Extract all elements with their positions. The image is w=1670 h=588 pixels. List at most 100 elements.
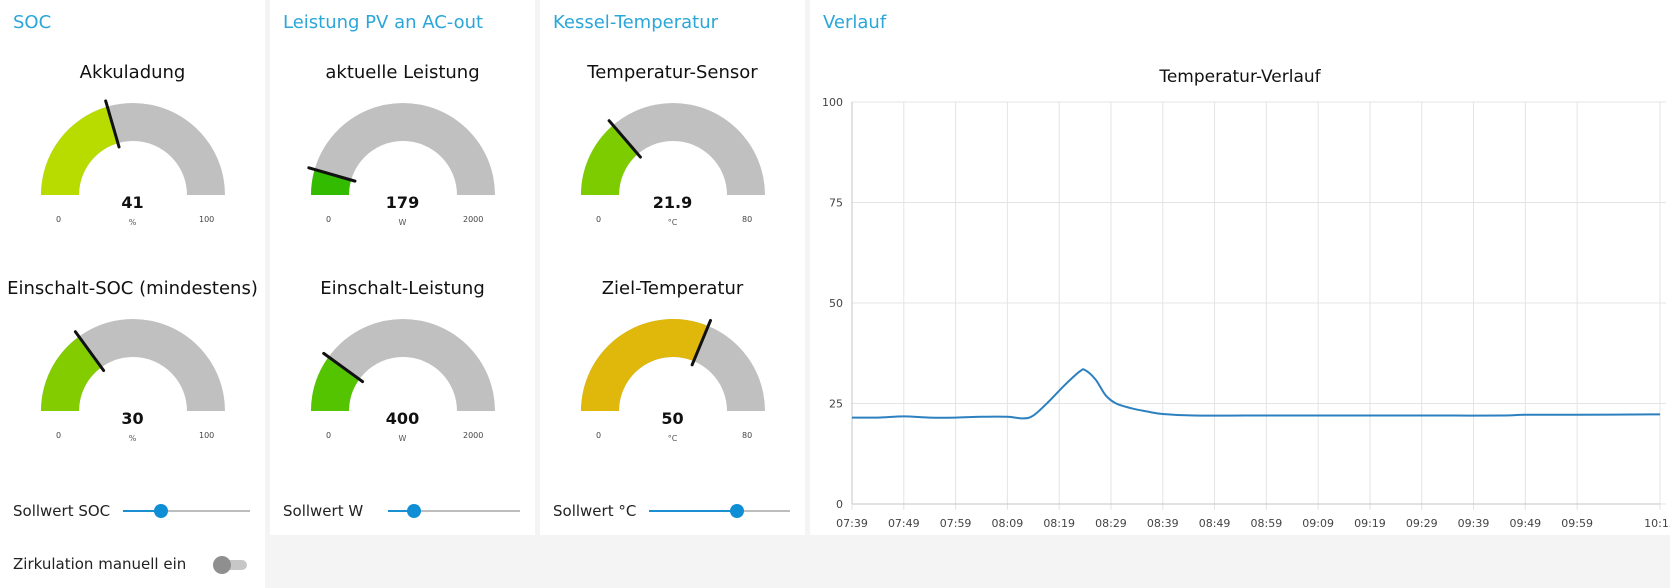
gauge-track bbox=[41, 319, 225, 411]
kessel-panel-title: Kessel-Temperatur bbox=[553, 12, 718, 33]
soc-panel: SOC Akkuladung 41 % 0 100 Einschalt-SOC … bbox=[0, 0, 265, 588]
x-tick-label: 08:49 bbox=[1199, 517, 1231, 530]
gauge-track bbox=[311, 319, 495, 411]
akkuladung-gauge: Akkuladung 41 % 0 100 bbox=[0, 62, 265, 232]
gauge-fill bbox=[311, 169, 352, 195]
gauge-fill bbox=[581, 319, 709, 411]
akkuladung-value: 41 bbox=[121, 193, 144, 212]
series-line bbox=[851, 368, 1661, 420]
aktuelle-leistung-gauge-dial bbox=[307, 103, 495, 195]
verlauf-panel-title: Verlauf bbox=[823, 12, 887, 33]
pv-panel-title: Leistung PV an AC-out bbox=[283, 12, 484, 33]
einschalt-leistung-min: 0 bbox=[326, 431, 332, 440]
verlauf-panel: Verlauf Temperatur-Verlauf 0 25 50 75 100 07:… bbox=[810, 0, 1670, 535]
ziel-temperatur-gauge-dial bbox=[581, 318, 765, 411]
temperatur-sensor-max: 80 bbox=[742, 215, 753, 224]
pv-panel: Leistung PV an AC-out aktuelle Leistung … bbox=[270, 0, 535, 535]
temperatur-sensor-gauge: Temperatur-Sensor 21.9 °C 0 80 bbox=[540, 62, 805, 232]
einschalt-soc-value: 30 bbox=[121, 409, 144, 428]
aktuelle-leistung-value: 179 bbox=[385, 193, 420, 212]
x-tick-label: 09:59 bbox=[1561, 517, 1593, 530]
einschalt-leistung-gauge-title: Einschalt-Leistung bbox=[320, 278, 485, 299]
sollwert-w-row: Sollwert W bbox=[283, 502, 523, 524]
aktuelle-leistung-unit: W bbox=[398, 218, 407, 227]
x-tick-label: 09:09 bbox=[1302, 517, 1334, 530]
einschalt-leistung-gauge-dial bbox=[311, 319, 495, 411]
x-tick-label: 07:49 bbox=[888, 517, 920, 530]
temperatur-verlauf-chart: 0 25 50 75 100 07:39 07:49 07:59 08:09 08:19 08:29… bbox=[822, 96, 1670, 530]
zirkulation-row: Zirkulation manuell ein bbox=[13, 555, 258, 577]
zirkulation-toggle[interactable] bbox=[213, 556, 249, 574]
x-tick-label: 08:29 bbox=[1095, 517, 1127, 530]
zirkulation-toggle-knob[interactable] bbox=[213, 556, 231, 574]
kessel-panel: Kessel-Temperatur Temperatur-Sensor 21.9… bbox=[540, 0, 805, 535]
x-tick-label: 08:39 bbox=[1147, 517, 1179, 530]
x-tick-label: 07:59 bbox=[940, 517, 972, 530]
sollwert-c-slider-fill bbox=[649, 510, 738, 512]
ziel-temperatur-unit: °C bbox=[667, 434, 678, 443]
sollwert-w-slider-fill bbox=[388, 510, 415, 512]
sollwert-c-slider[interactable] bbox=[649, 504, 790, 518]
gauge-needle bbox=[607, 119, 642, 159]
x-tick-label: 09:29 bbox=[1406, 517, 1438, 530]
gauge-needle bbox=[307, 166, 357, 183]
gauge-needle bbox=[322, 351, 365, 384]
einschalt-soc-gauge: Einschalt-SOC (mindestens) 30 % 0 100 bbox=[0, 278, 265, 448]
sollwert-c-row: Sollwert °C bbox=[553, 502, 793, 524]
x-tick-label: 10:15 bbox=[1644, 517, 1670, 530]
einschalt-soc-max: 100 bbox=[199, 431, 215, 440]
x-tick-label: 08:09 bbox=[992, 517, 1024, 530]
y-tick-label: 25 bbox=[829, 398, 843, 411]
ziel-temperatur-value: 50 bbox=[661, 409, 684, 428]
x-tick-label: 07:39 bbox=[836, 517, 868, 530]
einschalt-leistung-gauge: Einschalt-Leistung 400 W 0 2000 bbox=[270, 278, 535, 448]
zirkulation-toggle-track bbox=[219, 560, 247, 570]
gauge-track bbox=[581, 103, 765, 195]
y-tick-label: 100 bbox=[822, 96, 843, 109]
ziel-temperatur-gauge: Ziel-Temperatur 50 °C 0 80 bbox=[540, 278, 805, 448]
sollwert-soc-slider[interactable] bbox=[123, 504, 250, 518]
gauge-fill bbox=[41, 106, 118, 195]
gauge-fill bbox=[41, 336, 102, 411]
y-tick-label: 0 bbox=[836, 498, 843, 511]
y-tick-label: 50 bbox=[829, 297, 843, 310]
akkuladung-min: 0 bbox=[56, 215, 62, 224]
x-tick-label: 09:49 bbox=[1509, 517, 1541, 530]
sollwert-c-label: Sollwert °C bbox=[553, 502, 637, 520]
chart-title: Temperatur-Verlauf bbox=[1159, 67, 1321, 87]
sollwert-soc-slider-knob[interactable] bbox=[154, 504, 169, 518]
x-tick-label: 09:39 bbox=[1458, 517, 1490, 530]
temperatur-sensor-value: 21.9 bbox=[652, 193, 693, 212]
temperatur-sensor-gauge-dial bbox=[581, 103, 765, 195]
einschalt-leistung-value: 400 bbox=[385, 409, 420, 428]
sollwert-soc-label: Sollwert SOC bbox=[13, 502, 111, 520]
einschalt-soc-min: 0 bbox=[56, 431, 62, 440]
aktuelle-leistung-min: 0 bbox=[326, 215, 332, 224]
akkuladung-gauge-dial bbox=[41, 99, 225, 195]
gauge-needle bbox=[104, 99, 121, 149]
x-tick-label: 08:19 bbox=[1043, 517, 1075, 530]
einschalt-soc-gauge-title: Einschalt-SOC (mindestens) bbox=[7, 278, 258, 299]
gauge-fill bbox=[581, 125, 638, 195]
gauge-fill bbox=[311, 356, 360, 411]
gauge-track bbox=[311, 103, 495, 195]
ziel-temperatur-max: 80 bbox=[742, 431, 753, 440]
akkuladung-max: 100 bbox=[199, 215, 215, 224]
x-tick-label: 08:59 bbox=[1251, 517, 1283, 530]
temperatur-sensor-gauge-title: Temperatur-Sensor bbox=[587, 62, 758, 83]
sollwert-w-slider-knob[interactable] bbox=[407, 504, 422, 518]
soc-panel-title: SOC bbox=[13, 12, 52, 33]
einschalt-leistung-max: 2000 bbox=[463, 431, 484, 440]
ziel-temperatur-gauge-title: Ziel-Temperatur bbox=[601, 278, 744, 299]
ziel-temperatur-min: 0 bbox=[596, 431, 602, 440]
y-tick-label: 75 bbox=[829, 197, 843, 210]
gauge-needle bbox=[690, 318, 713, 367]
einschalt-soc-gauge-dial bbox=[41, 319, 225, 411]
sollwert-c-slider-knob[interactable] bbox=[730, 504, 745, 518]
x-tick-label: 09:19 bbox=[1354, 517, 1386, 530]
aktuelle-leistung-gauge-title: aktuelle Leistung bbox=[325, 62, 480, 83]
sollwert-w-slider[interactable] bbox=[388, 504, 520, 518]
akkuladung-gauge-title: Akkuladung bbox=[79, 62, 186, 83]
einschalt-soc-unit: % bbox=[128, 434, 137, 443]
gauge-needle bbox=[73, 330, 106, 373]
